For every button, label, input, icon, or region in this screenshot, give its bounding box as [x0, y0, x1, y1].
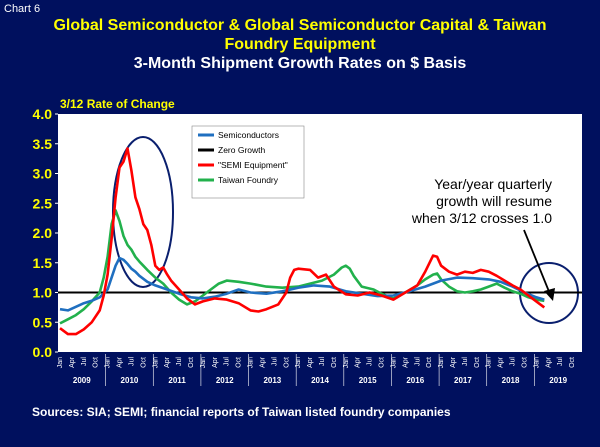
- x-month-tick-label: Apr: [402, 356, 409, 368]
- x-month-tick-label: Oct: [521, 357, 528, 368]
- x-year-tick-label: 2017: [454, 376, 472, 385]
- y-tick-label: 1.0: [33, 285, 53, 301]
- series-line-semiconductors: [59, 256, 545, 312]
- x-year-tick-label: 2013: [263, 376, 281, 385]
- x-month-tick-label: Jul: [414, 357, 421, 366]
- x-year-tick-label: 2012: [216, 376, 234, 385]
- plot-area: [58, 114, 582, 352]
- x-month-tick-label: Jan: [200, 357, 207, 368]
- annotation-line: growth will resume: [436, 193, 552, 209]
- chart-title-block: Global Semiconductor & Global Semiconduc…: [0, 16, 600, 73]
- x-month-tick-label: Oct: [379, 357, 386, 368]
- x-month-tick-label: Jul: [510, 357, 517, 366]
- x-month-tick-label: Jul: [462, 357, 469, 366]
- chart-title-line-2: Foundry Equipment: [224, 36, 376, 53]
- x-month-tick-label: Oct: [93, 357, 100, 368]
- x-month-tick-label: Oct: [140, 357, 147, 368]
- x-month-tick-label: Jul: [128, 357, 135, 366]
- x-month-tick-label: Jul: [271, 357, 278, 366]
- x-month-tick-label: Jul: [81, 357, 88, 366]
- x-month-tick-label: Oct: [474, 357, 481, 368]
- legend-label-semiconductors: Semiconductors: [218, 130, 279, 140]
- x-month-tick-label: Jan: [533, 357, 540, 368]
- y-tick-label: 0.5: [33, 314, 53, 330]
- x-month-tick-label: Jul: [557, 357, 564, 366]
- series-line-taiwan-foundry: [59, 209, 545, 325]
- x-month-tick-label: Oct: [236, 357, 243, 368]
- x-month-tick-label: Jul: [319, 357, 326, 366]
- x-year-tick-label: 2014: [311, 376, 329, 385]
- chart-title-line-1: Global Semiconductor & Global Semiconduc…: [53, 17, 547, 34]
- legend-label-zero-growth: Zero Growth: [218, 145, 266, 155]
- x-year-tick-label: 2016: [406, 376, 424, 385]
- x-month-tick-label: Apr: [212, 356, 219, 368]
- x-month-tick-label: Jan: [486, 357, 493, 368]
- y-tick-label: 3.0: [33, 166, 53, 182]
- series-line-semi-equipment: [59, 147, 546, 336]
- x-month-tick-label: Jan: [57, 357, 64, 368]
- x-month-tick-label: Jan: [295, 357, 302, 368]
- x-month-tick-label: Apr: [259, 356, 266, 368]
- x-month-tick-label: Apr: [498, 356, 505, 368]
- x-month-tick-label: Apr: [164, 356, 171, 368]
- y-tick-label: 2.0: [33, 225, 53, 241]
- y-tick-label: 3.5: [33, 136, 53, 152]
- x-month-tick-label: Jan: [248, 357, 255, 368]
- annotation-arrow-head: [544, 288, 555, 301]
- legend-label-semi-equipment: "SEMI Equipment": [218, 160, 288, 170]
- x-year-tick-label: 2015: [359, 376, 377, 385]
- x-month-tick-label: Jan: [343, 357, 350, 368]
- chart-id-label: Chart 6: [4, 3, 41, 15]
- x-month-tick-label: Jul: [224, 357, 231, 366]
- legend-label-taiwan-foundry: Taiwan Foundry: [218, 175, 279, 185]
- x-month-tick-label: Jan: [438, 357, 445, 368]
- x-month-tick-label: Jan: [152, 357, 159, 368]
- annotation-line: when 3/12 crosses 1.0: [411, 210, 552, 226]
- x-month-tick-label: Oct: [331, 357, 338, 368]
- x-month-tick-label: Jul: [367, 357, 374, 366]
- x-month-tick-label: Apr: [307, 356, 314, 368]
- y-axis-label: 3/12 Rate of Change: [60, 97, 175, 111]
- x-month-tick-label: Oct: [188, 357, 195, 368]
- y-tick-label: 4.0: [33, 106, 53, 122]
- x-year-tick-label: 2019: [549, 376, 567, 385]
- legend-box: [191, 125, 305, 199]
- x-year-tick-label: 2009: [73, 376, 91, 385]
- x-month-tick-label: Apr: [450, 356, 457, 368]
- x-month-tick-label: Oct: [426, 357, 433, 368]
- x-year-tick-label: 2018: [502, 376, 520, 385]
- x-month-tick-label: Jul: [176, 357, 183, 366]
- x-month-tick-label: Jan: [105, 357, 112, 368]
- y-tick-label: 1.5: [33, 255, 53, 271]
- y-tick-label: 0.0: [33, 344, 53, 360]
- x-month-tick-label: Apr: [545, 356, 552, 368]
- x-month-tick-label: Oct: [283, 357, 290, 368]
- x-month-tick-label: Apr: [117, 356, 124, 368]
- x-month-tick-label: Oct: [569, 357, 576, 368]
- x-year-tick-label: 2010: [121, 376, 139, 385]
- y-tick-label: 2.5: [33, 195, 53, 211]
- x-month-tick-label: Apr: [69, 356, 76, 368]
- source-note: Sources: SIA; SEMI; financial reports of…: [32, 405, 451, 419]
- chart-subtitle: 3-Month Shipment Growth Rates on $ Basis: [133, 55, 467, 72]
- x-month-tick-label: Apr: [355, 356, 362, 368]
- annotation-line: Year/year quarterly: [434, 176, 552, 192]
- x-month-tick-label: Jan: [390, 357, 397, 368]
- annotation-arrow-shaft: [523, 229, 551, 295]
- x-year-tick-label: 2011: [168, 376, 186, 385]
